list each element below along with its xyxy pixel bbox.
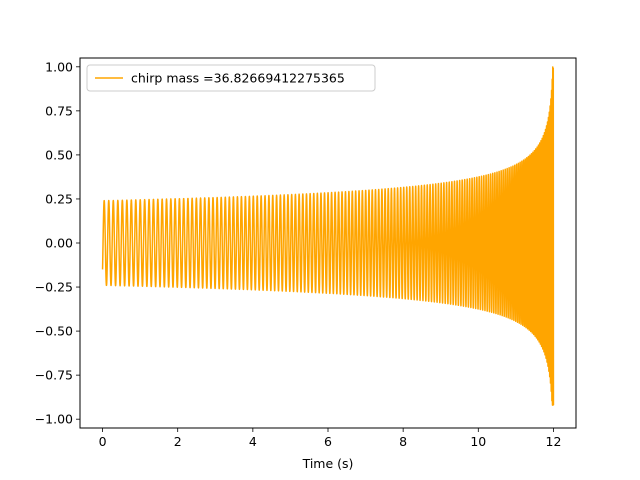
x-tick-label: 4	[249, 434, 257, 449]
y-tick-label: 0.25	[45, 191, 73, 206]
y-tick-label: 0.00	[45, 236, 73, 251]
x-axis-label: Time (s)	[302, 456, 354, 471]
x-tick-label: 0	[99, 434, 107, 449]
x-tick-label: 10	[470, 434, 486, 449]
legend-box	[86, 64, 376, 92]
plot-area	[101, 66, 555, 406]
legend: chirp mass =36.82669412275365	[86, 64, 376, 92]
y-axis-ticks: −1.00 −0.75 −0.50 −0.25 0.00 0.25 0.50 0.75 1.00	[35, 59, 80, 427]
legend-entry-label: chirp mass =36.82669412275365	[131, 71, 345, 86]
y-tick-label: −1.00	[35, 412, 73, 427]
y-tick-label: 0.75	[45, 103, 73, 118]
x-tick-label: 2	[174, 434, 182, 449]
y-tick-label: −0.75	[35, 368, 73, 383]
x-tick-label: 12	[546, 434, 562, 449]
x-tick-label: 8	[399, 434, 407, 449]
x-tick-label: 6	[324, 434, 332, 449]
y-tick-label: −0.25	[35, 280, 73, 295]
y-tick-label: −0.50	[35, 324, 73, 339]
x-axis-ticks: 0 2 4 6 8 10 12	[99, 428, 562, 449]
y-tick-label: 1.00	[45, 59, 73, 74]
chirp-waveform-line	[101, 66, 555, 406]
y-tick-label: 0.50	[45, 147, 73, 162]
